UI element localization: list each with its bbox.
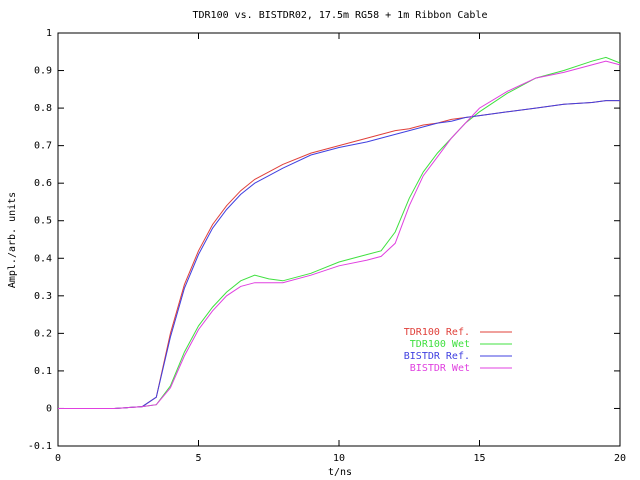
- x-tick-label: 15: [473, 453, 485, 464]
- y-tick-label: 0.2: [34, 328, 52, 339]
- y-tick-label: 0.4: [34, 253, 52, 264]
- series-line: [58, 100, 620, 409]
- y-tick-label: 0.7: [34, 141, 52, 152]
- legend-label: TDR100 Ref.: [404, 327, 470, 338]
- plot-border: [57, 32, 621, 447]
- legend-label: BISTDR Wet: [410, 363, 470, 374]
- y-tick-label: 1: [46, 28, 52, 39]
- y-tick-label: -0.1: [28, 441, 52, 452]
- y-tick-label: 0: [46, 403, 52, 414]
- y-tick-label: 0.6: [34, 178, 52, 189]
- series-line: [58, 100, 620, 409]
- chart-title: TDR100 vs. BISTDR02, 17.5m RG58 + 1m Rib…: [192, 10, 487, 21]
- legend-label: BISTDR Ref.: [404, 351, 470, 362]
- y-axis-label: Ampl./arb. units: [7, 192, 18, 288]
- x-tick-label: 5: [195, 453, 201, 464]
- x-tick-label: 0: [55, 453, 61, 464]
- y-tick-label: 0.3: [34, 291, 52, 302]
- y-tick-label: 0.8: [34, 103, 52, 114]
- x-tick-label: 10: [333, 453, 345, 464]
- y-tick-label: 0.9: [34, 66, 52, 77]
- legend-label: TDR100 Wet: [410, 339, 470, 350]
- y-tick-label: 0.1: [34, 366, 52, 377]
- x-axis-label: t/ns: [328, 467, 352, 478]
- series-line: [58, 60, 621, 409]
- series-line: [58, 56, 621, 409]
- y-tick-label: 0.5: [34, 216, 52, 227]
- x-tick-label: 20: [614, 453, 626, 464]
